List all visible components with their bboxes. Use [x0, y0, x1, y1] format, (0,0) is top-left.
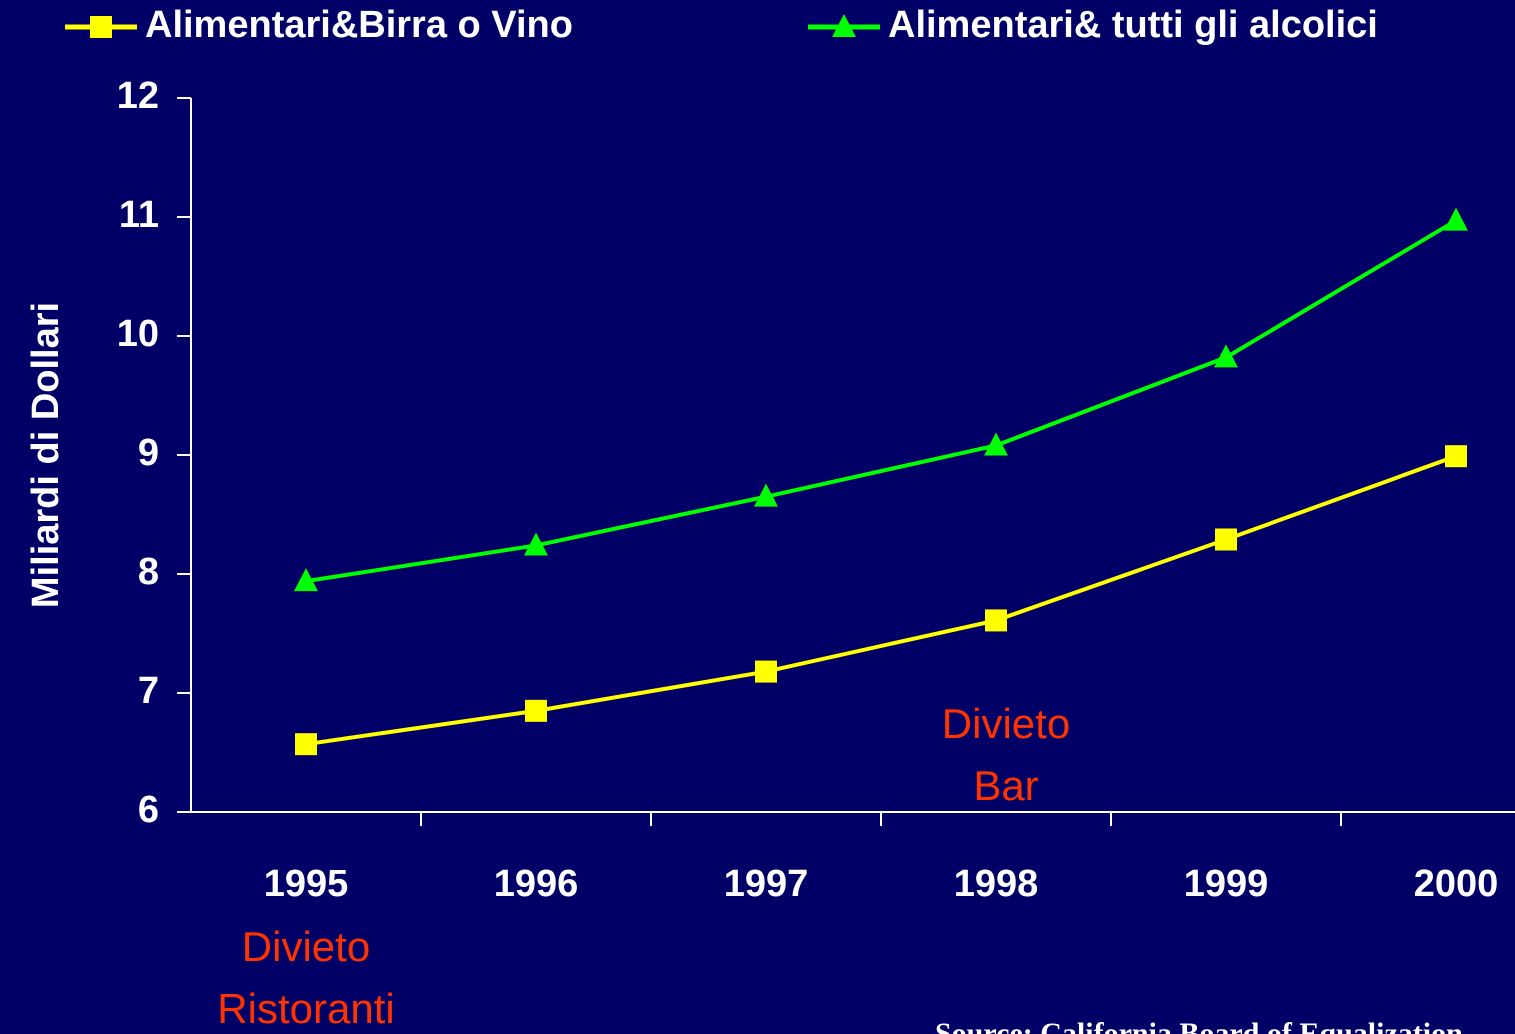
annotation: Divieto — [242, 923, 370, 970]
x-tick-label: 1997 — [724, 863, 809, 905]
marker — [1214, 344, 1238, 368]
marker — [524, 532, 548, 556]
y-tick-label: 9 — [138, 432, 159, 474]
marker — [985, 609, 1007, 632]
marker — [1445, 445, 1467, 468]
marker — [755, 660, 777, 683]
marker — [294, 568, 318, 592]
legend-label: Alimentari&Birra o Vino — [145, 4, 573, 46]
series-line — [305, 454, 1457, 747]
y-tick-label: 10 — [117, 313, 159, 355]
x-tick-label: 1999 — [1184, 863, 1269, 905]
y-tick-label: 12 — [117, 75, 159, 117]
source: Source: California Board of Equalization — [935, 1017, 1463, 1034]
y-tick-label: 11 — [119, 194, 159, 236]
marker — [832, 14, 856, 37]
y-axis-label: Miliardi di Dollari — [25, 302, 67, 608]
annotation: Divieto — [942, 700, 1070, 747]
x-tick-label: 1998 — [954, 863, 1039, 905]
annotation: Bar — [973, 762, 1038, 809]
marker — [525, 699, 547, 722]
series-line — [305, 218, 1458, 584]
marker — [754, 483, 778, 507]
y-tick-label: 6 — [138, 789, 159, 831]
marker — [295, 733, 317, 756]
x-tick-label: 1995 — [264, 863, 349, 905]
marker — [1215, 528, 1237, 551]
marker — [90, 16, 112, 38]
annotation: Ristoranti — [217, 985, 394, 1032]
y-tick-label: 8 — [138, 551, 159, 593]
y-tick-label: 7 — [138, 670, 159, 712]
x-tick-label: 2000 — [1414, 863, 1499, 905]
marker — [984, 432, 1008, 456]
legend-label: Alimentari& tutti gli alcolici — [888, 4, 1378, 46]
marker — [1444, 207, 1468, 231]
x-tick-label: 1996 — [494, 863, 579, 905]
